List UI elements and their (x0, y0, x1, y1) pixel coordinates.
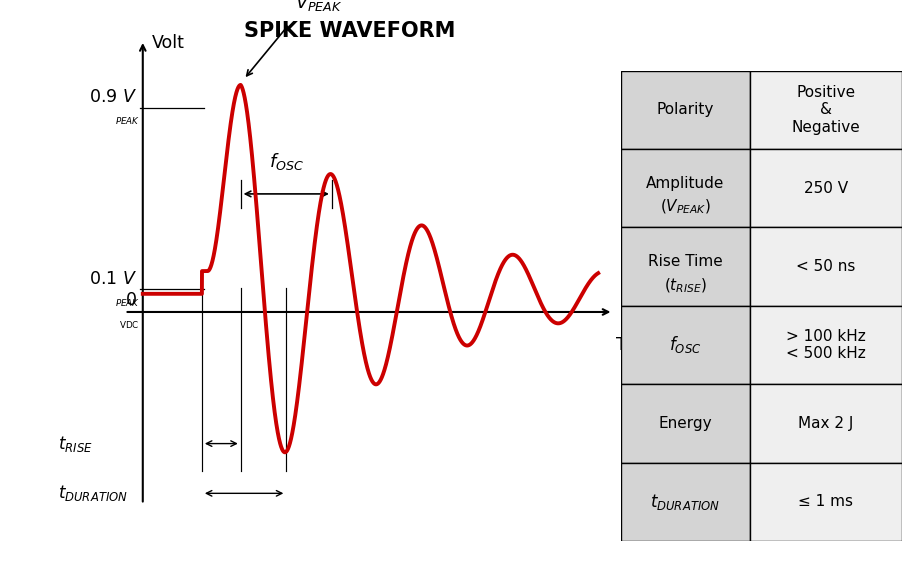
Text: $(V_{PEAK})$: $(V_{PEAK})$ (659, 198, 710, 216)
Text: Max 2 J: Max 2 J (798, 416, 853, 431)
Bar (620, 71, 749, 149)
Text: $\mathit{V}_{PEAK}$: $\mathit{V}_{PEAK}$ (295, 0, 343, 13)
Text: $0.1\ V$: $0.1\ V$ (88, 270, 137, 288)
Text: $f_{OSC}$: $f_{OSC}$ (268, 151, 303, 172)
Text: ≤ 1 ms: ≤ 1 ms (798, 495, 853, 509)
Text: $_{PEAK}$: $_{PEAK}$ (114, 114, 140, 127)
Text: Polarity: Polarity (656, 102, 713, 117)
Text: Rise Time: Rise Time (648, 255, 722, 269)
Text: Time: Time (616, 336, 659, 354)
Text: SPIKE WAVEFORM: SPIKE WAVEFORM (244, 21, 455, 41)
Text: $0$: $0$ (125, 291, 137, 309)
Text: $(t_{RISE})$: $(t_{RISE})$ (664, 276, 707, 295)
Bar (749, 149, 901, 228)
Text: < 50 ns: < 50 ns (795, 259, 855, 274)
Bar (620, 228, 749, 306)
Text: > 100 kHz
< 500 kHz: > 100 kHz < 500 kHz (785, 329, 865, 361)
Text: $t_{RISE}$: $t_{RISE}$ (58, 433, 93, 453)
Text: Amplitude: Amplitude (646, 176, 724, 191)
Text: $_{PEAK}$: $_{PEAK}$ (114, 296, 140, 309)
Text: $t_{DURATION}$: $t_{DURATION}$ (58, 483, 128, 503)
Bar (749, 384, 901, 463)
Text: Positive
&
Negative: Positive & Negative (790, 85, 859, 135)
Text: Energy: Energy (658, 416, 711, 431)
Text: Volt: Volt (152, 34, 185, 52)
Bar (749, 306, 901, 384)
Text: $0.9\ V$: $0.9\ V$ (88, 88, 137, 106)
Bar (749, 463, 901, 541)
Text: 250 V: 250 V (803, 181, 847, 196)
Text: $t_{DURATION}$: $t_{DURATION}$ (650, 492, 720, 512)
Bar (620, 463, 749, 541)
Text: $_{\mathregular{VDC}}$: $_{\mathregular{VDC}}$ (119, 318, 140, 330)
Text: $f_{OSC}$: $f_{OSC}$ (668, 335, 701, 356)
Bar (620, 306, 749, 384)
Bar (749, 71, 901, 149)
Bar (620, 384, 749, 463)
Bar (749, 228, 901, 306)
Bar (620, 149, 749, 228)
